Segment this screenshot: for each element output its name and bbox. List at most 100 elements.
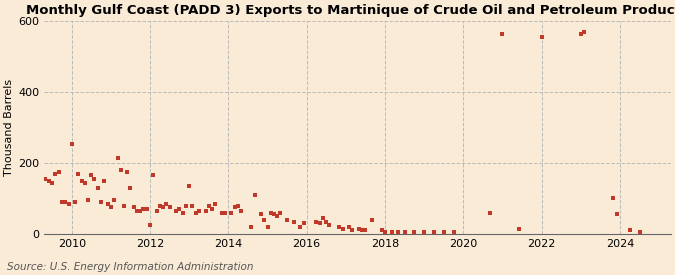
Point <box>40 177 51 181</box>
Point <box>194 209 205 213</box>
Point <box>634 230 645 234</box>
Point <box>138 207 148 211</box>
Point <box>125 186 136 190</box>
Point <box>318 216 329 220</box>
Point <box>144 223 155 227</box>
Point <box>262 225 273 229</box>
Point <box>418 230 429 234</box>
Point <box>109 198 119 202</box>
Point <box>379 230 390 234</box>
Text: Source: U.S. Energy Information Administration: Source: U.S. Energy Information Administ… <box>7 262 253 271</box>
Point <box>409 230 420 234</box>
Point <box>89 177 100 181</box>
Point <box>265 210 276 215</box>
Point <box>53 170 64 174</box>
Point <box>63 202 74 206</box>
Point <box>171 209 182 213</box>
Point <box>497 31 508 36</box>
Point <box>115 168 126 172</box>
Point <box>86 173 97 178</box>
Point <box>236 209 246 213</box>
Point <box>105 205 116 210</box>
Point <box>155 204 165 208</box>
Point <box>226 210 237 215</box>
Point <box>357 228 368 233</box>
Point <box>151 209 162 213</box>
Point <box>311 219 322 224</box>
Point <box>347 228 358 233</box>
Point <box>128 205 139 210</box>
Point <box>30 168 41 172</box>
Point <box>575 31 586 36</box>
Title: Monthly Gulf Coast (PADD 3) Exports to Martinique of Crude Oil and Petroleum Pro: Monthly Gulf Coast (PADD 3) Exports to M… <box>26 4 675 17</box>
Point <box>187 204 198 208</box>
Point <box>367 218 377 222</box>
Point <box>333 225 344 229</box>
Point <box>298 221 309 226</box>
Point <box>34 178 45 183</box>
Point <box>612 212 622 217</box>
Point <box>161 202 172 206</box>
Point <box>142 207 153 211</box>
Point <box>255 212 266 217</box>
Point <box>190 210 201 215</box>
Point <box>92 186 103 190</box>
Point <box>392 230 403 234</box>
Point <box>386 230 397 234</box>
Point <box>448 230 459 234</box>
Point <box>514 226 524 231</box>
Point <box>181 204 192 208</box>
Point <box>184 184 194 188</box>
Point <box>70 200 80 204</box>
Point <box>344 225 354 229</box>
Point <box>220 210 231 215</box>
Point <box>272 214 283 218</box>
Point <box>164 205 175 210</box>
Point <box>122 170 133 174</box>
Point <box>157 205 168 210</box>
Point <box>200 209 211 213</box>
Point <box>246 225 256 229</box>
Point <box>50 171 61 176</box>
Point <box>429 230 439 234</box>
Point <box>96 200 107 204</box>
Point <box>207 207 217 211</box>
Point <box>76 178 87 183</box>
Point <box>148 173 159 178</box>
Point <box>230 205 240 210</box>
Point <box>259 218 270 222</box>
Point <box>324 223 335 227</box>
Point <box>288 219 299 224</box>
Point <box>249 193 260 197</box>
Point <box>281 218 292 222</box>
Point <box>177 210 188 215</box>
Point <box>294 225 305 229</box>
Point <box>233 204 244 208</box>
Point <box>44 178 55 183</box>
Point <box>59 200 70 204</box>
Point <box>37 200 48 204</box>
Point <box>57 200 68 204</box>
Point <box>484 210 495 215</box>
Point <box>118 204 129 208</box>
Point <box>66 141 77 146</box>
Point <box>321 219 331 224</box>
Point <box>73 171 84 176</box>
Point <box>83 198 94 202</box>
Point <box>269 212 279 217</box>
Point <box>103 202 113 206</box>
Y-axis label: Thousand Barrels: Thousand Barrels <box>4 79 14 176</box>
Point <box>608 196 619 201</box>
Point <box>438 230 449 234</box>
Point <box>353 226 364 231</box>
Point <box>203 204 214 208</box>
Point <box>399 230 410 234</box>
Point <box>536 35 547 39</box>
Point <box>112 155 123 160</box>
Point <box>132 209 142 213</box>
Point <box>275 210 286 215</box>
Point <box>174 207 185 211</box>
Point <box>377 228 387 233</box>
Point <box>47 180 57 185</box>
Point <box>216 210 227 215</box>
